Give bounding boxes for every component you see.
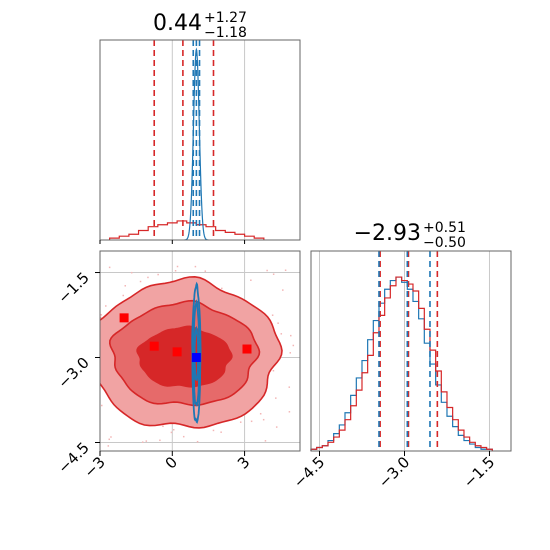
sample-point [250, 420, 253, 423]
sample-point [108, 266, 111, 269]
marker-red [172, 347, 182, 357]
sample-point [289, 352, 292, 354]
sample-point [220, 431, 222, 433]
sample-point [98, 365, 100, 367]
sample-point [100, 314, 103, 316]
marker-red [149, 341, 159, 351]
tick-label-param2-x: −1.5 [460, 453, 498, 491]
sample-point [194, 265, 197, 268]
tick-label-param2-x: −3.0 [375, 453, 413, 491]
sample-point [82, 378, 84, 380]
tick-label-param2-x: −4.5 [290, 453, 328, 491]
sample-point [90, 407, 92, 409]
sample-point [271, 314, 274, 316]
tick-label-param1: 3 [234, 453, 253, 472]
title-param1-value: 0.44 [153, 11, 202, 36]
hist-top-blue [184, 47, 209, 241]
sample-point [124, 285, 127, 287]
title-param1-minus: −1.18 [204, 25, 247, 41]
sample-point [96, 401, 98, 403]
sample-point [204, 270, 207, 272]
sample-point [290, 334, 292, 337]
sample-point [147, 276, 149, 279]
marker-red [119, 313, 129, 323]
sample-point [259, 412, 262, 415]
sample-point [277, 322, 279, 324]
sample-point [130, 271, 133, 274]
sample-point [141, 441, 144, 443]
sample-point [272, 273, 275, 275]
sample-point [262, 418, 265, 421]
sample-point [174, 270, 177, 272]
tick-label-param2-y: −3.0 [54, 354, 92, 392]
hist-right-blue [310, 276, 493, 451]
sample-point [159, 439, 161, 442]
sample-point [75, 417, 77, 419]
sample-point [100, 316, 102, 319]
contour-red-level [136, 325, 233, 388]
sample-point [196, 440, 199, 443]
sample-point [250, 279, 252, 281]
sample-point [110, 436, 112, 438]
sample-point [284, 269, 287, 271]
sample-point [292, 344, 295, 347]
panel-frame [310, 250, 512, 452]
tick-label-param1: 0 [162, 453, 181, 472]
sample-point [139, 280, 142, 283]
sample-point [266, 269, 268, 272]
sample-point [72, 308, 74, 310]
sample-point [280, 333, 283, 335]
panel-frame [99, 250, 301, 452]
panel-frame [99, 39, 301, 241]
marker-blue [191, 353, 201, 363]
sample-point [162, 425, 164, 428]
sample-point [77, 336, 79, 338]
sample-point [89, 442, 91, 444]
sample-point [97, 282, 99, 284]
sample-point [282, 289, 284, 291]
sample-point [288, 411, 291, 413]
hist-top-red [109, 220, 265, 240]
sample-point [170, 431, 173, 434]
sample-point [90, 266, 92, 268]
sample-point [122, 294, 124, 297]
title-param2-value: −2.93 [354, 221, 421, 246]
title-param2-minus: −0.50 [423, 235, 466, 251]
sample-point [101, 404, 103, 407]
sample-point [157, 273, 159, 276]
sample-point [108, 438, 110, 441]
title-param1-plus: +1.27 [204, 10, 247, 26]
sample-point [107, 445, 110, 447]
sample-point [172, 428, 175, 431]
sample-point [275, 426, 278, 428]
tick-label-param2-y: −1.5 [54, 269, 92, 307]
sample-point [221, 287, 223, 290]
hist-right-red [310, 276, 493, 451]
sample-point [89, 433, 91, 435]
sample-point [176, 265, 179, 268]
sample-point [275, 397, 277, 399]
sample-point [145, 440, 148, 442]
sample-point [85, 381, 87, 383]
sample-point [272, 369, 275, 372]
marker-red [242, 344, 252, 354]
sample-point [182, 435, 185, 438]
sample-point [88, 286, 90, 288]
sample-point [89, 416, 91, 418]
sample-point [105, 305, 107, 307]
title-param2-plus: +0.51 [423, 220, 466, 236]
joint-panel-group [72, 265, 295, 447]
sample-point [84, 311, 86, 313]
sample-point [239, 421, 242, 423]
sample-point [288, 386, 291, 388]
sample-point [264, 440, 267, 442]
sample-point [212, 429, 215, 432]
